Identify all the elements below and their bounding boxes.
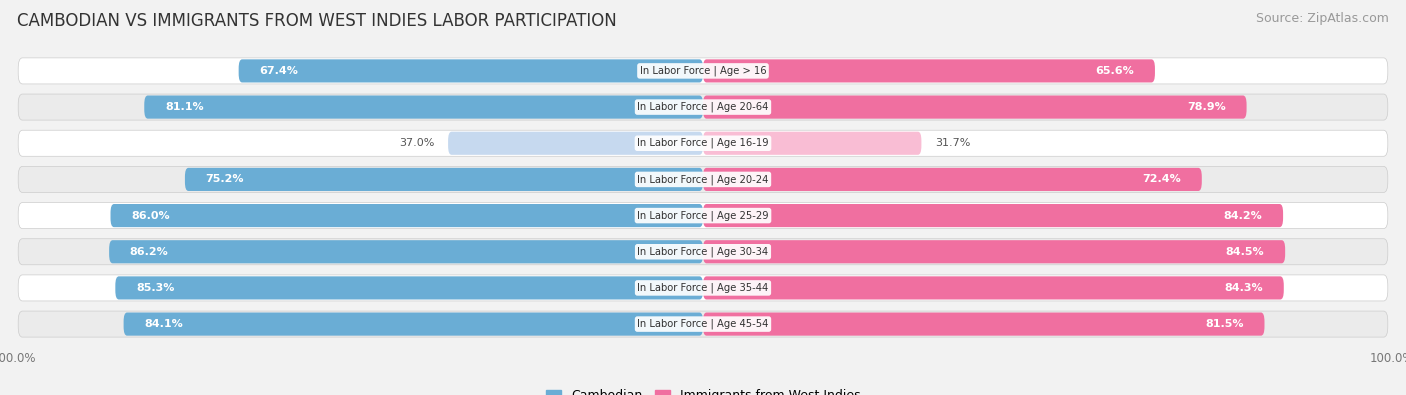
- FancyBboxPatch shape: [703, 276, 1284, 299]
- FancyBboxPatch shape: [18, 275, 1388, 301]
- Text: 81.5%: 81.5%: [1205, 319, 1244, 329]
- Text: CAMBODIAN VS IMMIGRANTS FROM WEST INDIES LABOR PARTICIPATION: CAMBODIAN VS IMMIGRANTS FROM WEST INDIES…: [17, 12, 617, 30]
- Text: 84.5%: 84.5%: [1226, 247, 1264, 257]
- FancyBboxPatch shape: [449, 132, 703, 155]
- FancyBboxPatch shape: [703, 132, 921, 155]
- Text: 78.9%: 78.9%: [1187, 102, 1226, 112]
- FancyBboxPatch shape: [115, 276, 703, 299]
- FancyBboxPatch shape: [703, 59, 1154, 83]
- Text: In Labor Force | Age 25-29: In Labor Force | Age 25-29: [637, 210, 769, 221]
- Text: 37.0%: 37.0%: [399, 138, 434, 148]
- FancyBboxPatch shape: [18, 203, 1388, 229]
- Text: 85.3%: 85.3%: [136, 283, 174, 293]
- FancyBboxPatch shape: [111, 204, 703, 227]
- Legend: Cambodian, Immigrants from West Indies: Cambodian, Immigrants from West Indies: [541, 384, 865, 395]
- FancyBboxPatch shape: [703, 168, 1202, 191]
- Text: 75.2%: 75.2%: [205, 175, 245, 184]
- FancyBboxPatch shape: [239, 59, 703, 83]
- FancyBboxPatch shape: [703, 96, 1247, 118]
- FancyBboxPatch shape: [145, 96, 703, 118]
- Text: In Labor Force | Age > 16: In Labor Force | Age > 16: [640, 66, 766, 76]
- Text: 84.3%: 84.3%: [1225, 283, 1263, 293]
- FancyBboxPatch shape: [18, 94, 1388, 120]
- FancyBboxPatch shape: [124, 312, 703, 336]
- Text: Source: ZipAtlas.com: Source: ZipAtlas.com: [1256, 12, 1389, 25]
- Text: In Labor Force | Age 16-19: In Labor Force | Age 16-19: [637, 138, 769, 149]
- Text: 31.7%: 31.7%: [935, 138, 970, 148]
- Text: 65.6%: 65.6%: [1095, 66, 1135, 76]
- FancyBboxPatch shape: [18, 58, 1388, 84]
- Text: 81.1%: 81.1%: [165, 102, 204, 112]
- FancyBboxPatch shape: [110, 240, 703, 263]
- FancyBboxPatch shape: [703, 240, 1285, 263]
- FancyBboxPatch shape: [186, 168, 703, 191]
- Text: 86.2%: 86.2%: [129, 247, 169, 257]
- Text: 86.0%: 86.0%: [131, 211, 170, 220]
- Text: In Labor Force | Age 20-24: In Labor Force | Age 20-24: [637, 174, 769, 185]
- FancyBboxPatch shape: [18, 311, 1388, 337]
- FancyBboxPatch shape: [18, 166, 1388, 192]
- Text: 72.4%: 72.4%: [1142, 175, 1181, 184]
- FancyBboxPatch shape: [703, 204, 1284, 227]
- Text: In Labor Force | Age 30-34: In Labor Force | Age 30-34: [637, 246, 769, 257]
- FancyBboxPatch shape: [18, 130, 1388, 156]
- FancyBboxPatch shape: [703, 312, 1264, 336]
- Text: 84.2%: 84.2%: [1223, 211, 1263, 220]
- FancyBboxPatch shape: [18, 239, 1388, 265]
- Text: 67.4%: 67.4%: [259, 66, 298, 76]
- Text: 84.1%: 84.1%: [145, 319, 183, 329]
- Text: In Labor Force | Age 20-64: In Labor Force | Age 20-64: [637, 102, 769, 112]
- Text: In Labor Force | Age 45-54: In Labor Force | Age 45-54: [637, 319, 769, 329]
- Text: In Labor Force | Age 35-44: In Labor Force | Age 35-44: [637, 283, 769, 293]
